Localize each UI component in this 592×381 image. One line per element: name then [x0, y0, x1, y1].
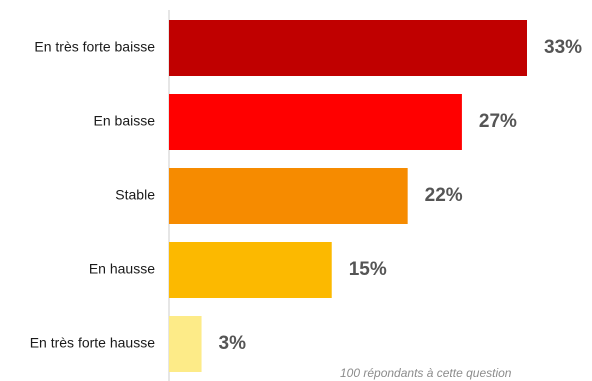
category-label: En très forte baisse [34, 39, 155, 55]
bar [169, 20, 527, 76]
value-label: 33% [544, 37, 582, 58]
bar [169, 94, 462, 150]
category-label: En hausse [89, 261, 155, 277]
bar [169, 316, 202, 372]
value-label: 3% [219, 333, 247, 354]
category-label: En très forte hausse [30, 335, 156, 351]
value-label: 22% [425, 185, 463, 206]
value-label: 27% [479, 111, 517, 132]
bars-group: En très forte baisse 33% En baisse 27% Stabl… [30, 20, 582, 372]
category-label: En baisse [94, 113, 156, 129]
bar [169, 168, 408, 224]
value-label: 15% [349, 259, 387, 280]
respondents-note: 100 répondants à cette question [340, 366, 512, 380]
bar [169, 242, 332, 298]
category-label: Stable [115, 187, 155, 203]
